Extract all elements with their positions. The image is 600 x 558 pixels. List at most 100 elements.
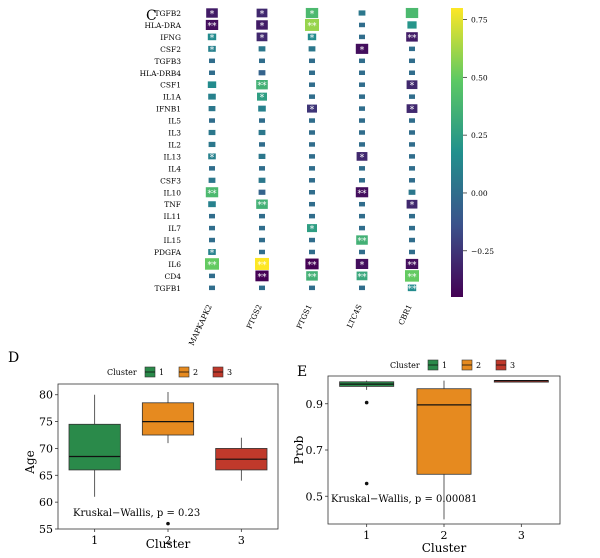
heatmap-cell	[305, 18, 319, 31]
x-tick-label: 3	[518, 529, 525, 542]
significance-mark: **	[258, 261, 268, 271]
heatmap-cell	[359, 70, 365, 75]
y-tick-label: 0.5	[306, 490, 324, 503]
heatmap-cell	[359, 166, 365, 171]
significance-mark: *	[410, 201, 415, 211]
y-tick-label: 0.7	[306, 444, 324, 457]
heatmap-cells: * * *** * *** * * *** *** *** ** *** **** ******* ** **…	[205, 7, 419, 295]
heatmap-cell	[259, 118, 265, 123]
heatmap-cell	[358, 10, 366, 16]
heatmap-cell	[208, 141, 216, 148]
heatmap-cell	[209, 166, 215, 171]
significance-mark: *	[210, 46, 215, 56]
gene-label: TNF	[164, 200, 181, 209]
heatmap-cell	[259, 237, 265, 243]
heatmap-cell	[359, 94, 365, 99]
heatmap-cell	[309, 285, 315, 291]
heatmap-cell	[355, 187, 369, 198]
age-y-label: Age	[23, 450, 37, 474]
prob-legend: Cluster 1 2 3	[390, 359, 515, 371]
y-tick-label: 55	[39, 523, 53, 536]
heatmap-cell	[309, 154, 315, 159]
gene-label: TGFB1	[155, 284, 181, 293]
x-tick-label: 2	[441, 529, 448, 542]
colorbar-tick-label: 0.25	[471, 131, 488, 140]
panel-label-e: E	[297, 364, 307, 380]
heatmap-cell	[308, 46, 316, 52]
heatmap-cell	[405, 258, 419, 269]
gene-label: IL6	[168, 260, 181, 269]
heatmap-cell	[406, 80, 418, 90]
heatmap-cell	[306, 271, 318, 281]
significance-mark: **	[308, 22, 318, 32]
significance-mark: **	[408, 285, 418, 295]
significance-mark: **	[208, 189, 218, 199]
gene-label: TGFB3	[155, 57, 182, 66]
significance-mark: *	[210, 34, 215, 44]
gene-label: IL10	[164, 188, 182, 197]
y-tick-label: 75	[39, 416, 53, 429]
significance-mark: **	[308, 261, 318, 271]
y-tick-label: 70	[39, 442, 53, 455]
heatmap-cell	[209, 273, 215, 279]
heatmap-cell	[309, 237, 315, 243]
prob-x-label: Cluster	[422, 541, 467, 555]
gene-label: IL1A	[163, 93, 182, 102]
heatmap-cell	[409, 237, 415, 243]
column-label: LTC4S	[345, 303, 364, 329]
panel-label-c: C	[146, 8, 157, 24]
legend-label: 1	[159, 368, 164, 377]
x-tick-label: 1	[91, 534, 98, 547]
colorbar	[451, 8, 463, 297]
heatmap-cell	[409, 213, 415, 219]
heatmap-cell	[359, 225, 365, 231]
heatmap-cell	[409, 46, 415, 52]
y-tick-label: 65	[39, 469, 53, 482]
significance-mark: **	[308, 273, 318, 283]
heatmap-cell	[259, 285, 265, 291]
significance-mark: *	[260, 34, 265, 44]
heatmap-cell	[256, 80, 268, 90]
heatmap-cell	[309, 58, 315, 64]
heatmap-cell	[409, 142, 415, 147]
gene-label: CSF3	[160, 176, 181, 185]
significance-mark: **	[408, 273, 418, 283]
heatmap-cell	[359, 58, 365, 64]
heatmap-cell	[359, 130, 365, 135]
heatmap-cell	[256, 199, 268, 209]
significance-mark: **	[208, 22, 218, 32]
heatmap-cell	[208, 177, 216, 183]
gene-label: HLA-DRB4	[140, 69, 182, 78]
heatmap-cell	[309, 94, 315, 99]
column-label: MAPKAPK2	[187, 303, 214, 347]
heatmap-cell	[409, 94, 415, 99]
legend-label: 2	[476, 361, 481, 370]
heatmap-panel: C TGFB2 HLA-DRA IFNG CSF2 TGFB3 HLA-DRB4 CSF1 I…	[140, 7, 494, 347]
age-legend: Cluster 1 2 3	[107, 366, 232, 378]
heatmap-cell	[258, 129, 266, 136]
heatmap-cell	[307, 104, 317, 113]
heatmap-cell	[356, 271, 368, 281]
box-2	[416, 388, 472, 475]
age-x-label: Cluster	[146, 537, 191, 551]
significance-mark: *	[360, 46, 365, 56]
heatmap-cell	[406, 199, 418, 209]
heatmap-cell	[359, 34, 365, 40]
colorbar-tick-label: 0.50	[471, 73, 488, 82]
gene-label: CD4	[164, 272, 181, 281]
heatmap-cell	[359, 118, 365, 123]
heatmap-cell	[405, 270, 419, 282]
heatmap-cell	[257, 92, 267, 101]
age-plot: 55 60 65 70 75 80 1 2 3	[39, 383, 279, 547]
significance-mark: **	[258, 273, 268, 283]
significance-mark: **	[358, 273, 368, 283]
gene-label: IL4	[168, 164, 181, 173]
heatmap-cell	[409, 70, 415, 75]
gene-label: HLA-DRA	[144, 21, 181, 30]
gene-label: IL2	[168, 140, 181, 149]
heatmap-cell	[309, 249, 315, 255]
box-2	[141, 402, 195, 436]
gene-label: IL15	[164, 236, 182, 245]
heatmap-cell	[309, 190, 315, 195]
heatmap-cell	[259, 213, 265, 219]
